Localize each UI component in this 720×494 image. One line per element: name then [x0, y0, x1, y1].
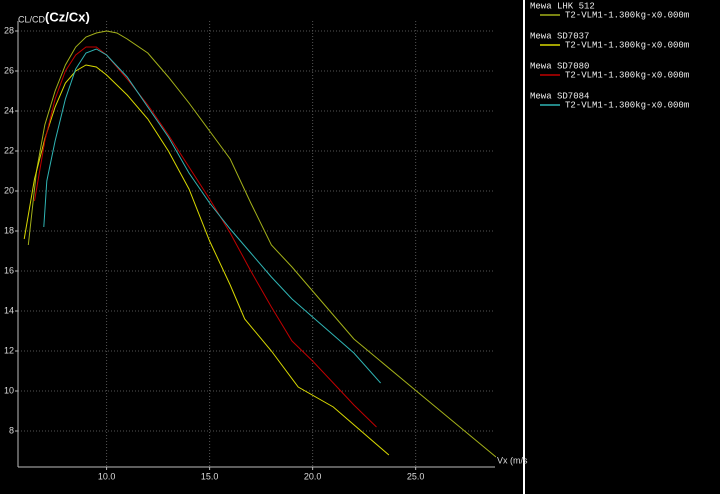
x-tick-label: 15.0	[201, 471, 219, 481]
series-line	[27, 30, 497, 458]
legend-label: T2-VLM1-1.300kg-x0.000m	[565, 10, 689, 20]
series-line	[43, 48, 381, 384]
y-tick-label: 24	[4, 105, 14, 115]
y-tick-label: 16	[4, 265, 14, 275]
legend-label: T2-VLM1-1.300kg-x0.000m	[565, 40, 689, 50]
y-tick-label: 8	[9, 425, 14, 435]
y-tick-label: 10	[4, 385, 14, 395]
legend-label: T2-VLM1-1.300kg-x0.000m	[565, 70, 689, 80]
legend-name: Mewa SD7037	[530, 31, 589, 41]
x-tick-label: 20.0	[304, 471, 322, 481]
legend-name: Mewa SD7084	[530, 91, 589, 101]
y-tick-label: 18	[4, 225, 14, 235]
x-tick-label: 10.0	[98, 471, 116, 481]
legend-label: T2-VLM1-1.300kg-x0.000m	[565, 100, 689, 110]
series-line	[23, 64, 390, 456]
y-tick-label: 12	[4, 345, 14, 355]
y-tick-label: 20	[4, 185, 14, 195]
y-tick-label: 26	[4, 65, 14, 75]
y-axis-label: CL/CD	[18, 14, 46, 24]
y-axis-sublabel: (Cz/Cx)	[45, 9, 90, 24]
series-line	[34, 46, 377, 428]
x-axis-label: Vx (m/s	[497, 455, 528, 465]
x-tick-label: 25.0	[407, 471, 425, 481]
y-tick-label: 22	[4, 145, 14, 155]
legend-name: Mewa SD7080	[530, 61, 589, 71]
y-tick-label: 28	[4, 25, 14, 35]
legend-name: Mewa LHK 512	[530, 1, 595, 11]
y-tick-label: 14	[4, 305, 14, 315]
